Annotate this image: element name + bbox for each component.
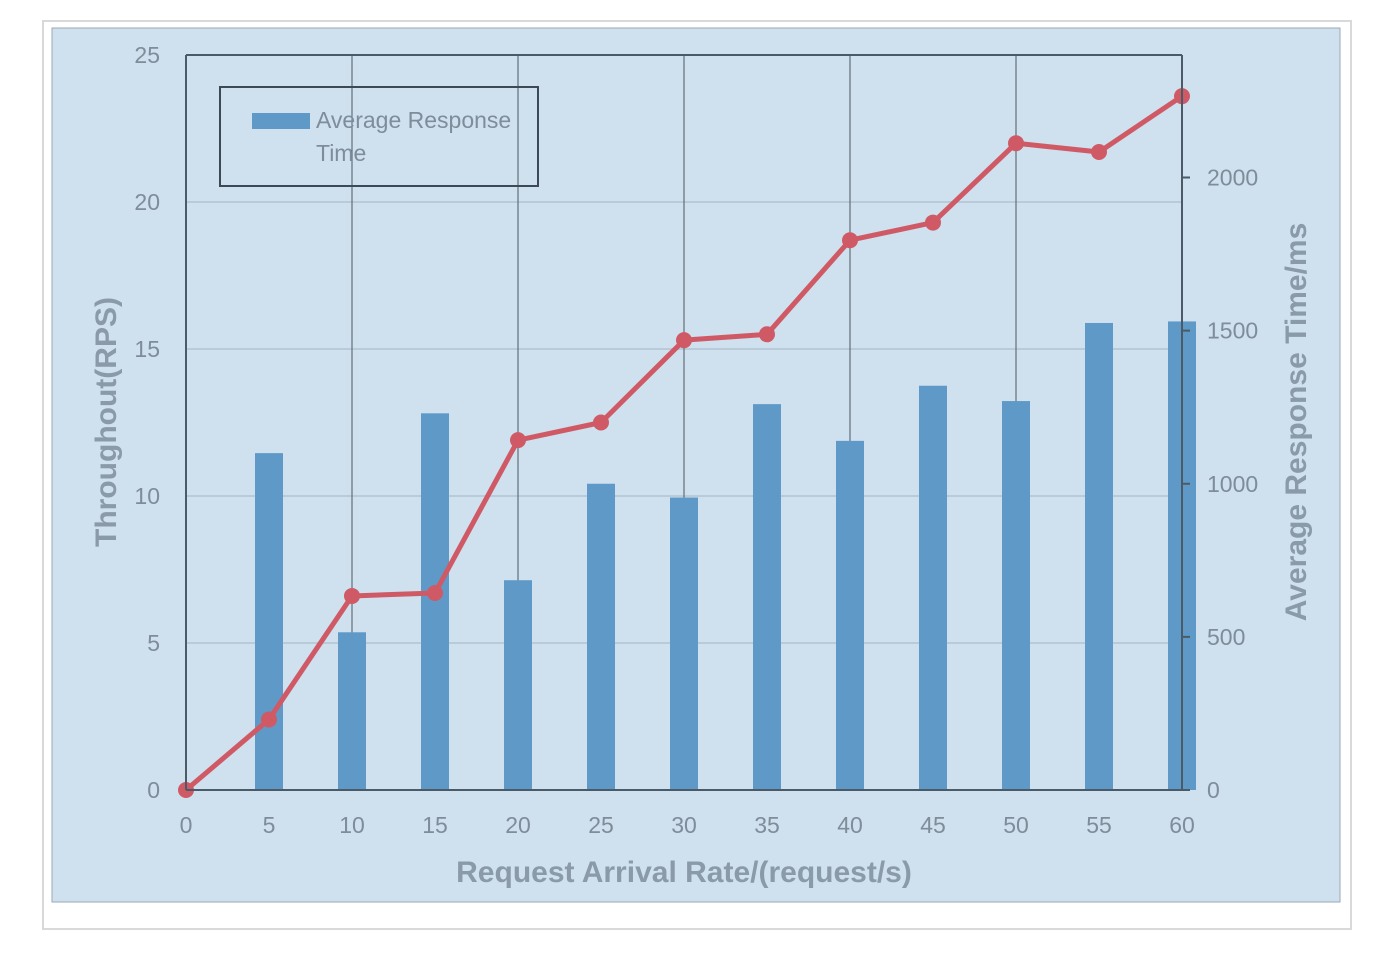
legend-label-line1: Average Response bbox=[316, 107, 511, 133]
legend-label-line2: Time bbox=[316, 140, 366, 166]
line-point bbox=[427, 585, 443, 602]
legend-box bbox=[219, 86, 539, 187]
line-point bbox=[759, 326, 775, 343]
x-tick-label: 40 bbox=[837, 812, 863, 838]
y-right-tick-label: 0 bbox=[1207, 777, 1220, 803]
y-left-tick-label: 25 bbox=[134, 42, 160, 68]
y-left-tick-label: 10 bbox=[134, 483, 160, 509]
x-axis-title: Request Arrival Rate/(request/s) bbox=[456, 856, 912, 889]
bar bbox=[919, 385, 947, 790]
line-point bbox=[344, 587, 360, 604]
y-left-tick-label: 0 bbox=[147, 777, 160, 803]
line-point bbox=[1008, 135, 1024, 152]
y-axis-right-title: Average Response Time/ms bbox=[1280, 223, 1313, 622]
y-right-tick-label: 1500 bbox=[1207, 318, 1258, 344]
x-tick-label: 30 bbox=[671, 812, 697, 838]
x-tick-label: 15 bbox=[422, 812, 448, 838]
y-right-tick-label: 2000 bbox=[1207, 165, 1258, 191]
y-left-tick-label: 20 bbox=[134, 189, 160, 215]
x-tick-label: 10 bbox=[339, 812, 365, 838]
bar bbox=[753, 404, 781, 790]
y-left-tick-label: 15 bbox=[134, 336, 160, 362]
axes bbox=[185, 54, 1190, 791]
bar bbox=[1085, 322, 1113, 790]
y-left-tick-label: 5 bbox=[147, 630, 160, 656]
x-tick-label: 35 bbox=[754, 812, 780, 838]
bar bbox=[670, 497, 698, 790]
line-point bbox=[842, 232, 858, 249]
bar bbox=[421, 413, 449, 790]
bar bbox=[255, 453, 283, 790]
x-tick-label: 20 bbox=[505, 812, 531, 838]
line-point bbox=[261, 711, 277, 728]
x-tick-label: 5 bbox=[263, 812, 276, 838]
bar bbox=[587, 483, 615, 790]
bar bbox=[836, 440, 864, 790]
line-point bbox=[676, 332, 692, 349]
x-tick-label: 55 bbox=[1086, 812, 1112, 838]
x-tick-label: 60 bbox=[1169, 812, 1195, 838]
x-tick-label: 0 bbox=[180, 812, 193, 838]
bar bbox=[338, 632, 366, 790]
legend: Average Response Time bbox=[219, 86, 539, 187]
x-tick-label: 50 bbox=[1003, 812, 1029, 838]
tick-labels: 0 5 10 15 20 25 30 35 40 45 50 55 60 0 5 10 15 20 25 0 500 10… bbox=[134, 42, 1258, 838]
y-right-tick-label: 500 bbox=[1207, 624, 1245, 650]
x-tick-label: 25 bbox=[588, 812, 614, 838]
bar bbox=[504, 580, 532, 790]
bar-series bbox=[255, 321, 1196, 790]
legend-swatch bbox=[252, 113, 310, 129]
y-right-tick-label: 1000 bbox=[1207, 471, 1258, 497]
line-point bbox=[593, 414, 609, 431]
x-tick-label: 45 bbox=[920, 812, 946, 838]
line-point bbox=[510, 432, 526, 449]
bar bbox=[1002, 401, 1030, 790]
y-axis-left-title: Throughout(RPS) bbox=[90, 297, 123, 547]
line-point bbox=[1091, 144, 1107, 161]
line-point bbox=[925, 214, 941, 231]
